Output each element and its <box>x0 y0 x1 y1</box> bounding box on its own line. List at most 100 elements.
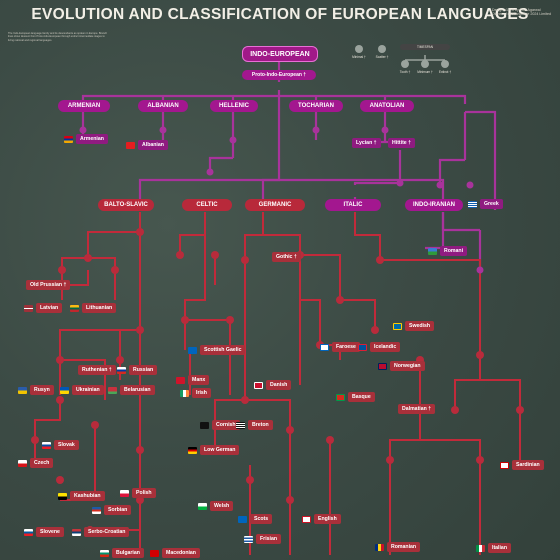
language-label: Scottish Gaelic <box>200 345 246 355</box>
flag-icon <box>236 421 245 429</box>
language-romanian[interactable]: Romanian <box>375 542 421 552</box>
language-label: Kashubian <box>70 491 105 501</box>
language-label: Lycian † <box>352 138 381 148</box>
language-label: Macedonian <box>162 548 200 558</box>
language-cornish[interactable]: Cornish <box>200 420 240 430</box>
language-label: Russian <box>129 365 158 375</box>
flag-icon <box>24 528 33 536</box>
language-label: English <box>314 514 341 524</box>
flag-icon <box>150 549 159 557</box>
language-label: Romanian <box>387 542 421 552</box>
branch-italic[interactable]: ITALIC <box>325 199 381 211</box>
language-label: Sorbian <box>104 505 132 515</box>
language-greek[interactable]: Greek <box>468 199 503 209</box>
language-old-prussian[interactable]: Old Prussian † <box>26 280 71 290</box>
legend-item: Extinct † <box>438 70 452 74</box>
flag-icon <box>100 549 109 557</box>
branch-germanic[interactable]: GERMANIC <box>245 199 305 211</box>
language-gothic[interactable]: Gothic † <box>272 252 301 262</box>
language-label: Slovene <box>36 527 64 537</box>
flag-icon <box>18 459 27 467</box>
language-sorbian[interactable]: Sorbian <box>92 505 132 515</box>
language-english[interactable]: English <box>302 514 341 524</box>
proto-indo-european[interactable]: Proto-Indo-European † <box>242 70 316 80</box>
language-label: Serbo-Croatian <box>84 527 130 537</box>
language-label: Basque <box>348 392 375 402</box>
branch-celtic[interactable]: CELTIC <box>182 199 232 211</box>
language-slovene[interactable]: Slovene <box>24 527 64 537</box>
language-icelandic[interactable]: Icelandic <box>358 342 401 352</box>
language-latvian[interactable]: Latvian <box>24 303 63 313</box>
language-label: Armenian <box>76 134 108 144</box>
language-albanian[interactable]: Albanian <box>126 140 168 150</box>
language-romani[interactable]: Romani <box>428 246 468 256</box>
language-armenian[interactable]: Armenian <box>64 134 108 144</box>
language-label: Scots <box>250 514 273 524</box>
language-label: Italian <box>488 543 511 553</box>
language-label: Hittite † <box>388 138 416 148</box>
flag-icon <box>120 489 129 497</box>
flag-icon <box>375 543 384 551</box>
language-hittite[interactable]: Hittite † <box>388 138 416 148</box>
language-slovak[interactable]: Slovak <box>42 440 79 450</box>
branch-balto-slavic[interactable]: BALTO-SLAVIC <box>98 199 154 211</box>
language-scottish-gaelic[interactable]: Scottish Gaelic <box>188 345 246 355</box>
language-lithuanian[interactable]: Lithuanian <box>70 303 117 313</box>
credit-line: Owner of neatlanguage 2024 Limited <box>492 12 551 17</box>
language-scots[interactable]: Scots <box>238 514 273 524</box>
branch-armenian[interactable]: ARMENIAN <box>58 100 110 112</box>
legend-item: Scatter † <box>375 55 389 59</box>
branch-hellenic[interactable]: HELLENIC <box>210 100 258 112</box>
language-irish[interactable]: Irish <box>180 388 211 398</box>
intro-text: The Indo-European language family and it… <box>8 32 108 42</box>
language-faroese[interactable]: Faroese <box>320 342 360 352</box>
language-manx[interactable]: Manx <box>176 375 210 385</box>
language-russian[interactable]: Russian <box>117 365 158 375</box>
language-danish[interactable]: Danish <box>254 380 292 390</box>
branch-albanian[interactable]: ALBANIAN <box>138 100 188 112</box>
language-rusyn[interactable]: Rusyn <box>18 385 54 395</box>
language-ukrainian[interactable]: Ukrainian <box>60 385 104 395</box>
language-breton[interactable]: Breton <box>236 420 273 430</box>
language-label: Rusyn <box>30 385 54 395</box>
flag-icon <box>180 389 189 397</box>
flag-icon <box>500 461 509 469</box>
language-label: Manx <box>188 375 210 385</box>
flag-icon <box>24 304 33 312</box>
language-lycian[interactable]: Lycian † <box>352 138 381 148</box>
language-belarusian[interactable]: Belarusian <box>108 385 155 395</box>
credit-block: Design v1.0.0 by Pilot Agarwal Owner of … <box>492 8 558 17</box>
branch-tocharian[interactable]: TOCHARIAN <box>289 100 343 112</box>
flag-icon <box>336 393 345 401</box>
language-bulgarian[interactable]: Bulgarian <box>100 548 144 558</box>
language-label: Low German <box>200 445 240 455</box>
language-polish[interactable]: Polish <box>120 488 156 498</box>
language-czech[interactable]: Czech <box>18 458 54 468</box>
language-italian[interactable]: Italian <box>476 543 511 553</box>
branch-anatolian[interactable]: ANATOLIAN <box>360 100 414 112</box>
language-label: Sardinian <box>512 460 544 470</box>
branch-indo-iranian[interactable]: INDO-IRANIAN <box>405 199 463 211</box>
language-label: Norwegian <box>390 361 425 371</box>
language-norwegian[interactable]: Norwegian <box>378 361 425 371</box>
language-serbo-croatian[interactable]: Serbo-Croatian <box>72 527 130 537</box>
language-dalmatian[interactable]: Dalmatian † <box>398 404 436 414</box>
legend-title: TIMESPAN <box>400 44 450 50</box>
language-welsh[interactable]: Welsh <box>198 501 234 511</box>
language-ruthenian[interactable]: Ruthenian † <box>78 365 116 375</box>
language-kashubian[interactable]: Kashubian <box>58 491 105 501</box>
legend-item: Tooth † <box>399 70 411 74</box>
legend: TIMESPAN <box>400 44 450 50</box>
language-frisian[interactable]: Frisian <box>244 534 282 544</box>
root-node[interactable]: INDO-EUROPEAN <box>242 46 318 62</box>
flag-icon <box>302 515 311 523</box>
language-basque[interactable]: Basque <box>336 392 375 402</box>
language-macedonian[interactable]: Macedonian <box>150 548 200 558</box>
flag-icon <box>428 247 437 255</box>
language-label: Ukrainian <box>72 385 104 395</box>
language-sardinian[interactable]: Sardinian <box>500 460 544 470</box>
flag-icon <box>64 135 73 143</box>
language-swedish[interactable]: Swedish <box>393 321 435 331</box>
language-low-german[interactable]: Low German <box>188 445 240 455</box>
language-label: Icelandic <box>370 342 401 352</box>
